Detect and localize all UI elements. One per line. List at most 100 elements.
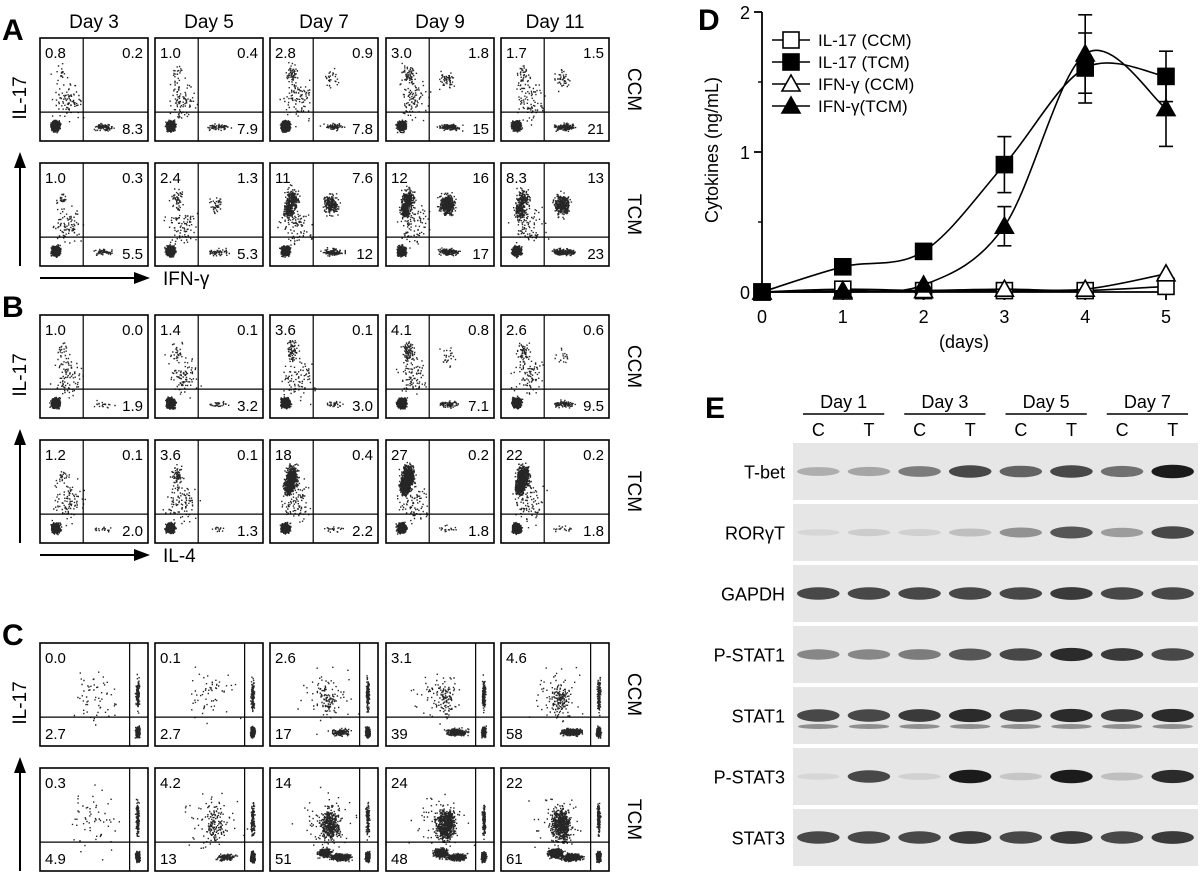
blot-band — [999, 648, 1043, 661]
dot-plot: 0.0 2.7 — [39, 642, 149, 747]
dot-plot: 0.3 4.9 — [39, 767, 149, 872]
x-axis-arrowhead — [134, 272, 150, 284]
quadrant-value-upper-right: 0.8 — [468, 322, 489, 339]
quadrant-value-upper-right: 1.8 — [468, 45, 489, 62]
blot-band — [1050, 647, 1093, 662]
y-axis-label: IL-17 — [10, 681, 31, 724]
dot-plot: 14 51 — [269, 767, 379, 872]
quadrant-value-upper-left: 22 — [506, 775, 523, 792]
legend-entry: IFN-γ (CCM) — [818, 75, 914, 94]
y-tick-label: 1 — [740, 143, 750, 163]
quadrant-value-lower-right: 7.1 — [468, 398, 489, 415]
quadrant-value-upper-right: 0.2 — [122, 45, 143, 62]
day-header: Day 5 — [184, 12, 234, 33]
blot-band — [1151, 648, 1194, 661]
quadrant-value-lower-right: 15 — [472, 121, 489, 138]
x-tick-label: 2 — [919, 307, 929, 327]
quadrant-value-upper-right: 0.6 — [583, 322, 604, 339]
blot-band — [999, 587, 1043, 600]
day-header: Day 7 — [299, 12, 349, 33]
blot-band — [898, 529, 941, 536]
blot-protein-label: RORγT — [725, 524, 785, 544]
blot-band — [1100, 587, 1144, 600]
quadrant-value-upper-right: 0.1 — [237, 322, 258, 339]
y-tick-label: 2 — [740, 3, 750, 23]
quadrant-value-upper-right: 0.4 — [352, 447, 373, 464]
quadrant-value-lower-right: 2.2 — [352, 523, 373, 540]
quadrant-value-upper-left: 0.3 — [45, 775, 66, 792]
quadrant-value-lower-right: 1.3 — [237, 523, 258, 540]
blot-band — [797, 587, 840, 600]
blot-stat1: STAT1 — [732, 687, 1198, 744]
legend-entry: IFN-γ(TCM) — [818, 97, 908, 116]
scatter-dots — [507, 187, 576, 259]
quadrant-value-upper-left: 3.0 — [391, 45, 412, 62]
blot-band — [1151, 464, 1194, 479]
blot-day-label: Day 1 — [820, 392, 867, 412]
series-1 — [753, 32, 1175, 301]
dot-plot: 24 48 — [385, 767, 495, 872]
blot-gapdh: GAPDH — [721, 565, 1198, 622]
quadrant-value-upper-left: 0.8 — [45, 45, 66, 62]
quadrant-value-lower-left: 13 — [160, 851, 177, 868]
row-label-ccm: CCM — [623, 345, 644, 388]
quadrant-value-lower-right: 1.8 — [583, 523, 604, 540]
blot-band — [1050, 708, 1093, 723]
lane-label: T — [965, 420, 976, 440]
quadrant-value-lower-left: 39 — [391, 726, 408, 743]
dot-plot: 2.4 1.3 5.3 — [154, 162, 264, 267]
quadrant-value-upper-left: 1.2 — [45, 447, 66, 464]
scatter-dots — [184, 792, 256, 864]
dot-plot: 3.6 0.1 1.3 — [154, 439, 264, 544]
data-point — [832, 279, 854, 299]
dot-plot: 1.2 0.1 2.0 — [39, 439, 149, 544]
scatter-dots — [528, 798, 602, 864]
dot-plot: 1.7 1.5 21 — [500, 37, 610, 142]
quadrant-value-upper-left: 2.4 — [160, 170, 181, 187]
data-point — [1074, 43, 1096, 62]
quadrant-value-lower-left: 2.7 — [160, 726, 181, 743]
data-point — [994, 215, 1015, 234]
x-tick-label: 3 — [999, 307, 1009, 327]
blot-band — [948, 587, 992, 600]
blot-band — [948, 465, 992, 478]
panel-b: 1.0 0.0 1.9 1.4 0.1 3.2 3.6 0.1 3.0 4.1 0.8 7.1 2.6 0… — [2, 291, 644, 567]
quadrant-value-upper-left: 11 — [275, 170, 291, 187]
dot-plot: 3.6 0.1 3.0 — [269, 314, 379, 419]
quadrant-value-lower-right: 9.5 — [583, 398, 604, 415]
scatter-dots — [49, 342, 116, 410]
quadrant-value-upper-right: 1.3 — [237, 170, 258, 187]
blot-band — [948, 708, 992, 723]
quadrant-value-lower-left: 17 — [275, 726, 292, 743]
quadrant-value-upper-left: 0.0 — [45, 650, 66, 667]
blot-band — [1151, 526, 1194, 539]
data-point — [833, 257, 852, 276]
blot-band — [1151, 587, 1194, 600]
quadrant-value-upper-right: 13 — [587, 170, 604, 187]
blot-protein-label: P-STAT1 — [714, 646, 785, 666]
quadrant-value-upper-left: 1.0 — [45, 322, 66, 339]
scatter-dots — [279, 62, 346, 133]
blot-band — [1100, 772, 1144, 781]
blot-band — [1100, 648, 1144, 661]
quadrant-value-upper-left: 22 — [506, 447, 523, 464]
quadrant-value-upper-left: 3.6 — [160, 447, 181, 464]
quadrant-value-lower-right: 3.0 — [352, 398, 373, 415]
blot-band — [1151, 708, 1194, 723]
blot-p-stat3: P-STAT3 — [714, 748, 1198, 805]
lane-label: C — [812, 420, 825, 440]
quadrant-value-lower-right: 2.0 — [122, 523, 143, 540]
blot-band — [1151, 831, 1194, 844]
dot-plot: 12 16 17 — [385, 162, 495, 267]
quadrant-value-upper-right: 0.1 — [122, 447, 143, 464]
blot-protein-label: P-STAT3 — [714, 768, 785, 788]
quadrant-value-upper-left: 3.6 — [275, 322, 296, 339]
blot-band — [1050, 769, 1093, 784]
blot-band — [847, 528, 891, 537]
quadrant-value-upper-left: 4.6 — [506, 650, 527, 667]
dot-plot: 27 0.2 1.8 — [385, 439, 495, 544]
blot-protein-label: STAT1 — [732, 707, 785, 727]
quadrant-value-lower-right: 3.2 — [237, 398, 258, 415]
day-header: Day 11 — [526, 12, 585, 33]
